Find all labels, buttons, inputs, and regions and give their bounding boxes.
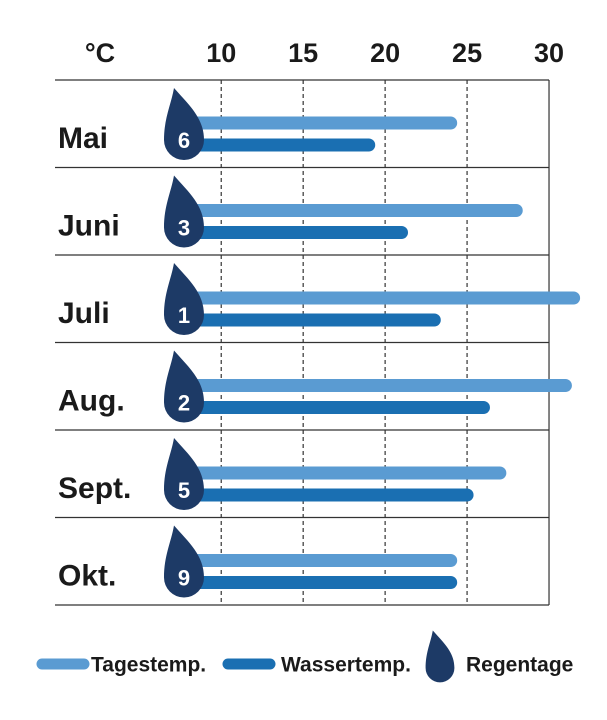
x-tick-label: 15 [288,38,318,68]
axis-unit: °C [85,38,115,68]
category-label: Juli [58,297,110,330]
category-label: Juni [58,209,120,242]
rain-days-label: 1 [178,303,190,328]
category-label: Mai [58,122,108,155]
rain-drop [164,525,204,598]
rain-days-label: 6 [178,128,190,153]
x-tick-label: 20 [370,38,400,68]
legend-label: Regentage [466,654,573,677]
legend-label: Wassertemp. [281,654,411,677]
legend-label: Tagestemp. [91,654,206,677]
x-tick-label: 25 [452,38,482,68]
rain-drop [164,175,204,248]
rain-drop [164,88,204,160]
x-tick-label: 10 [206,38,236,68]
rain-drop [164,263,204,335]
rain-drop [164,438,204,510]
category-label: Aug. [58,384,125,417]
rain-days-label: 5 [178,478,190,503]
rain-days-label: 2 [178,390,190,415]
category-label: Sept. [58,472,131,505]
legend-swatch [425,630,455,683]
x-tick-label: 30 [534,38,564,68]
rain-days-label: 9 [178,565,190,590]
rain-drop [164,350,204,423]
rain-days-label: 3 [178,215,190,240]
category-label: Okt. [58,559,116,592]
